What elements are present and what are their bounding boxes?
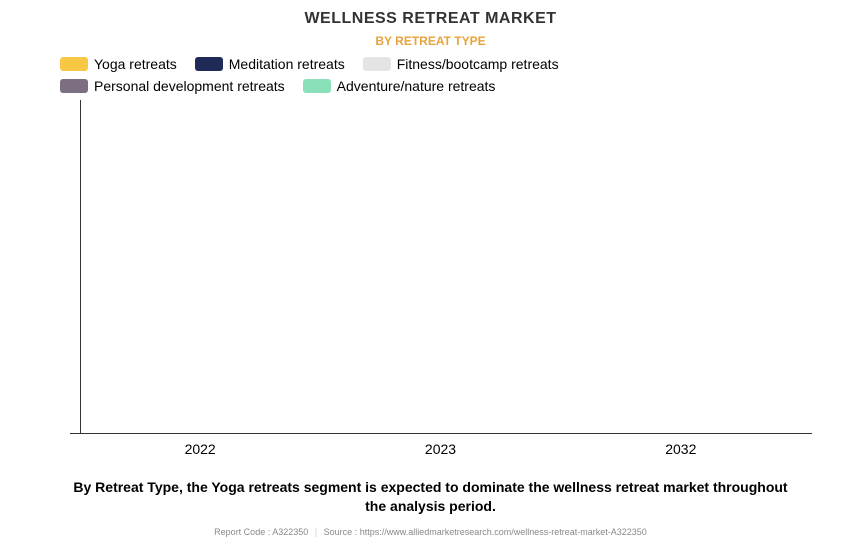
report-code: A322350 — [272, 527, 308, 537]
legend-swatch — [303, 79, 331, 93]
legend-label: Meditation retreats — [229, 56, 345, 72]
legend-swatch — [195, 57, 223, 71]
legend-item: Yoga retreats — [60, 56, 177, 72]
x-label: 2023 — [340, 441, 542, 457]
legend-label: Personal development retreats — [94, 78, 285, 94]
legend-label: Adventure/nature retreats — [337, 78, 496, 94]
legend-label: Yoga retreats — [94, 56, 177, 72]
divider: | — [315, 527, 317, 537]
x-label: 2022 — [99, 441, 301, 457]
plot — [80, 100, 801, 434]
x-axis-labels: 2022 2023 2032 — [80, 434, 801, 464]
chart-subtitle: BY RETREAT TYPE — [30, 34, 831, 48]
legend-item: Meditation retreats — [195, 56, 345, 72]
legend-swatch — [60, 57, 88, 71]
legend: Yoga retreats Meditation retreats Fitness/… — [60, 56, 801, 94]
chart-title: WELLNESS RETREAT MARKET — [30, 10, 831, 28]
legend-item: Adventure/nature retreats — [303, 78, 496, 94]
legend-label: Fitness/bootcamp retreats — [397, 56, 559, 72]
report-label: Report Code : — [214, 527, 270, 537]
footer: Report Code : A322350 | Source : https:/… — [30, 527, 831, 537]
legend-swatch — [363, 57, 391, 71]
legend-swatch — [60, 79, 88, 93]
chart-area: 2022 2023 2032 — [60, 100, 801, 464]
legend-item: Personal development retreats — [60, 78, 285, 94]
source-label: Source : — [324, 527, 358, 537]
caption: By Retreat Type, the Yoga retreats segme… — [70, 478, 791, 517]
legend-item: Fitness/bootcamp retreats — [363, 56, 559, 72]
x-label: 2032 — [580, 441, 782, 457]
chart-container: WELLNESS RETREAT MARKET BY RETREAT TYPE … — [0, 0, 861, 557]
source-url: https://www.alliedmarketresearch.com/wel… — [360, 527, 647, 537]
